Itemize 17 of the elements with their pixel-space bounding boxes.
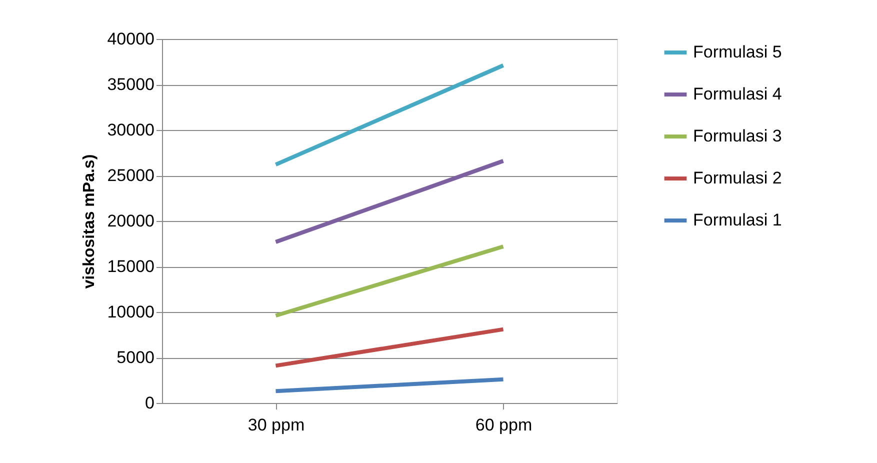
y-tick-label: 30000 [107,120,154,140]
x-tick-label: 30 ppm [248,416,305,434]
y-tick-label: 25000 [107,166,154,185]
y-tick-label: 5000 [116,348,154,367]
legend-label: Formulasi 3 [693,126,782,146]
y-axis-title: viskositas mPa.s) [81,154,98,289]
legend-label: Formulasi 2 [693,168,782,188]
y-tick-label: 40000 [107,30,154,48]
legend-label: Formulasi 4 [693,84,782,104]
y-tick-label: 10000 [107,302,154,322]
y-tick-label: 35000 [107,75,154,94]
legend-label: Formulasi 5 [693,42,782,62]
x-tick-label: 60 ppm [475,416,532,434]
legend-label: Formulasi 1 [693,210,782,230]
y-tick-label: 15000 [107,257,154,276]
y-tick-label: 0 [145,394,154,412]
y-tick-label: 20000 [107,212,154,230]
